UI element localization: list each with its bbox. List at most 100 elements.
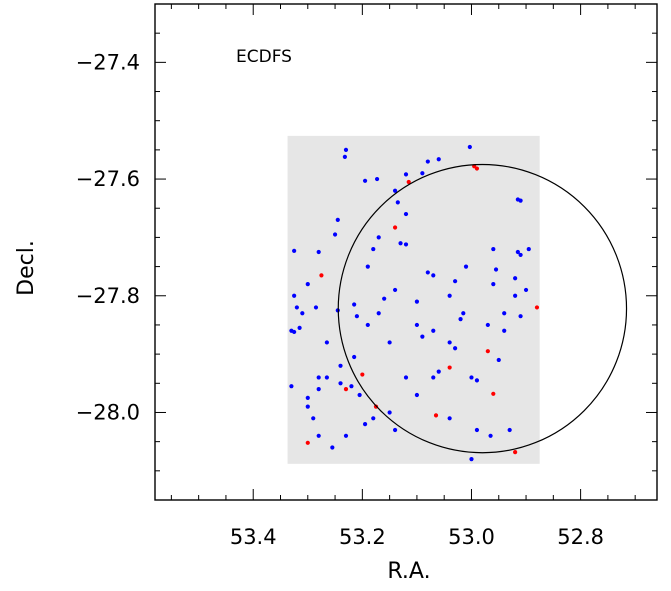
data-point-blue <box>518 198 523 203</box>
data-point-blue <box>354 314 359 319</box>
data-point-blue <box>365 264 370 269</box>
data-point-blue <box>403 242 409 247</box>
data-point-blue <box>436 369 441 374</box>
data-point-blue <box>398 241 403 246</box>
data-point-blue <box>502 328 507 333</box>
data-point-red <box>392 225 398 230</box>
data-point-red <box>447 365 452 370</box>
data-point-red <box>360 372 365 377</box>
data-point-blue <box>496 357 501 363</box>
y-axis-title: Decl. <box>14 240 39 296</box>
data-point-blue <box>491 246 496 252</box>
data-point-blue <box>352 302 357 307</box>
field-annotation: ECDFS <box>236 47 292 67</box>
data-point-blue <box>382 296 387 301</box>
data-point-blue <box>420 171 425 176</box>
data-point-blue <box>414 299 420 304</box>
data-point-blue <box>374 176 380 182</box>
data-point-blue <box>453 346 458 351</box>
data-point-blue <box>526 246 531 252</box>
data-point-blue <box>431 375 436 380</box>
data-point-blue <box>485 322 490 328</box>
x-tick-label: 53.4 <box>230 525 277 549</box>
data-point-red <box>485 349 490 354</box>
data-point-blue <box>387 410 392 415</box>
data-point-blue <box>395 200 400 205</box>
data-point-blue <box>338 363 343 368</box>
data-point-blue <box>513 293 518 298</box>
x-tick-label: 53.0 <box>448 525 495 549</box>
data-point-blue <box>414 392 420 398</box>
data-point-blue <box>502 311 507 316</box>
data-point-blue <box>324 375 329 380</box>
data-point-blue <box>305 395 310 400</box>
data-point-blue <box>343 433 349 438</box>
data-point-red <box>319 273 324 278</box>
data-point-blue <box>392 287 398 293</box>
data-point-blue <box>447 293 452 298</box>
data-point-blue <box>469 375 474 380</box>
data-point-blue <box>292 329 297 335</box>
data-point-blue <box>357 392 362 398</box>
x-tick-label: 52.8 <box>557 525 604 549</box>
data-point-blue <box>316 375 321 380</box>
data-point-blue <box>518 314 523 319</box>
data-point-blue <box>330 445 335 450</box>
data-point-blue <box>463 264 469 269</box>
y-tick-label: −27.6 <box>76 167 140 191</box>
data-point-blue <box>467 144 472 150</box>
data-point-red <box>491 391 496 396</box>
data-point-blue <box>453 279 458 284</box>
coverage-region <box>287 135 540 464</box>
data-point-blue <box>420 334 425 339</box>
data-point-blue <box>313 305 319 310</box>
data-point-blue <box>300 311 305 316</box>
data-point-blue <box>342 154 347 159</box>
data-point-red <box>474 166 480 171</box>
data-point-blue <box>305 281 310 287</box>
data-point-red <box>513 450 518 455</box>
data-point-red <box>433 413 439 418</box>
data-point-blue <box>425 270 430 275</box>
data-point-blue <box>447 340 452 345</box>
data-point-blue <box>311 416 316 421</box>
data-point-blue <box>447 416 452 421</box>
data-point-blue <box>371 416 376 421</box>
data-point-red <box>406 179 411 185</box>
data-point-blue <box>292 248 297 253</box>
data-point-blue <box>403 375 409 380</box>
data-point-blue <box>513 276 518 281</box>
y-tick-label: −27.8 <box>76 284 140 308</box>
data-point-blue <box>376 311 381 316</box>
plot-frame <box>154 3 658 501</box>
data-point-blue <box>362 178 368 183</box>
data-point-blue <box>365 322 370 328</box>
x-axis-title: R.A. <box>387 559 430 584</box>
data-point-blue <box>518 252 523 258</box>
data-point-blue <box>338 381 343 386</box>
data-point-blue <box>316 433 321 438</box>
data-point-blue <box>387 340 392 345</box>
y-tick-label: −28.0 <box>76 400 140 424</box>
data-point-blue <box>352 354 357 360</box>
data-point-blue <box>371 246 376 252</box>
y-tick-label: −27.4 <box>76 50 140 74</box>
data-point-red <box>305 440 310 445</box>
data-point-blue <box>289 384 294 389</box>
data-point-blue <box>343 147 349 152</box>
data-point-blue <box>461 311 466 316</box>
data-point-blue <box>362 422 368 427</box>
data-point-red <box>343 387 349 392</box>
data-point-blue <box>523 287 529 293</box>
data-point-blue <box>488 433 493 438</box>
data-point-blue <box>392 427 398 433</box>
data-point-blue <box>515 249 520 255</box>
data-points <box>289 144 540 462</box>
data-point-blue <box>403 172 409 177</box>
data-point-blue <box>491 281 496 287</box>
data-point-blue <box>403 211 409 217</box>
data-point-blue <box>436 157 441 162</box>
data-point-blue <box>292 293 297 298</box>
data-point-blue <box>316 249 321 255</box>
